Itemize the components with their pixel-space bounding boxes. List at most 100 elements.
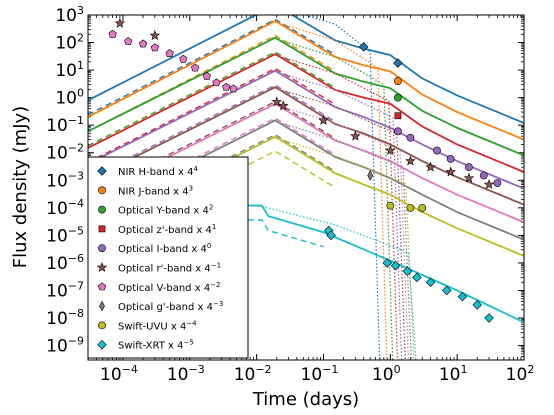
model-line-0 — [88, 15, 524, 124]
component-line-2 — [88, 51, 336, 147]
data-point — [472, 300, 483, 310]
data-point — [390, 260, 401, 271]
data-point — [358, 42, 369, 52]
y-tick-label: 10−5 — [46, 224, 84, 246]
dotted-component-6 — [272, 103, 410, 360]
y-tick-label: 102 — [55, 32, 84, 54]
data-point — [425, 277, 436, 287]
data-point — [202, 71, 211, 80]
dotted-component-1 — [272, 20, 388, 360]
legend: NIR H-band x 44 NIR J-band x 43 Optical Y-… — [87, 156, 249, 359]
legend-label: Optical g'-band x 4−3 — [118, 300, 223, 313]
dotted-component-2 — [272, 37, 394, 360]
dotted-component-9 — [258, 205, 417, 360]
legend-marker — [98, 186, 106, 195]
data-point — [406, 133, 415, 142]
data-point — [149, 29, 161, 40]
legend-marker — [98, 205, 106, 214]
data-point — [433, 146, 441, 155]
x-tick-label: 10−1 — [301, 363, 339, 385]
data-point — [446, 154, 455, 163]
legend-label: Optical I-band x 40 — [118, 242, 211, 255]
data-point — [318, 114, 329, 125]
data-point — [445, 166, 456, 177]
data-point — [442, 285, 452, 296]
data-point — [394, 93, 402, 102]
data-point — [271, 96, 283, 107]
legend-label: Swift-XRT x 4−5 — [118, 339, 194, 352]
data-point — [493, 179, 502, 187]
data-point — [457, 291, 468, 302]
data-points — [108, 17, 502, 323]
y-tick-label: 10−4 — [46, 197, 84, 219]
data-point — [425, 161, 436, 172]
model-line-8 — [88, 135, 524, 257]
y-tick-label: 10−8 — [46, 307, 84, 329]
legend-label: Optical r'-band x 4−1 — [118, 262, 221, 275]
data-point — [385, 145, 396, 156]
data-point — [394, 127, 402, 136]
component-line-4 — [88, 84, 336, 179]
legend-marker — [98, 244, 106, 253]
y-tick-label: 101 — [55, 59, 84, 81]
x-tick-label: 10−4 — [100, 363, 138, 385]
data-point — [418, 203, 427, 212]
data-point — [277, 100, 289, 111]
y-tick-label: 100 — [55, 87, 84, 109]
dotted-component-4 — [272, 70, 403, 360]
model-line-6 — [88, 102, 524, 224]
legend-marker — [96, 261, 108, 272]
legend-marker — [97, 166, 107, 176]
y-tick-label: 103 — [55, 4, 84, 26]
series-layer — [88, 15, 524, 360]
x-tick-label: 100 — [372, 363, 401, 385]
model-line-9 — [88, 202, 524, 324]
y-tick-label: 10−3 — [46, 169, 84, 191]
data-point — [382, 258, 393, 268]
data-point — [222, 82, 231, 91]
legend-marker — [98, 225, 106, 233]
dotted-component-5 — [272, 86, 406, 360]
x-tick-label: 102 — [506, 363, 535, 385]
data-point — [405, 155, 416, 166]
y-tick-label: 10−7 — [46, 279, 84, 301]
data-point — [124, 37, 133, 45]
data-point — [406, 203, 415, 212]
model-line-3 — [88, 53, 524, 173]
data-point — [138, 39, 148, 48]
model-line-1 — [88, 20, 524, 141]
legend-label: NIR H-band x 44 — [118, 165, 199, 178]
data-point — [367, 170, 374, 181]
data-point — [212, 78, 221, 87]
data-point — [484, 313, 494, 323]
component-line-9 — [88, 216, 324, 248]
data-point — [165, 49, 174, 58]
y-tick-label: 10−1 — [46, 114, 84, 136]
y-tick-label: 10−9 — [46, 335, 84, 357]
legend-label: Swift-UVU x 4−4 — [118, 319, 197, 332]
data-point — [412, 272, 422, 283]
dotted-component-3 — [272, 53, 399, 360]
data-point — [479, 171, 488, 180]
legend-label: Optical z'-band x 41 — [118, 223, 216, 236]
y-tick-label: 10−2 — [46, 142, 84, 164]
legend-marker — [98, 321, 106, 330]
legend-box — [87, 156, 249, 359]
dotted-component-0 — [302, 15, 381, 360]
y-axis-title: Flux density (mJy) — [10, 106, 31, 268]
model-line-2 — [88, 36, 524, 157]
data-point — [326, 230, 336, 241]
data-point — [190, 63, 200, 72]
component-line-0 — [88, 18, 336, 116]
legend-marker — [99, 300, 105, 312]
model-line-7 — [88, 119, 524, 241]
data-point — [150, 43, 159, 52]
x-tick-label: 101 — [439, 363, 468, 385]
data-point — [114, 17, 126, 28]
data-point — [394, 77, 402, 85]
data-point — [350, 130, 361, 141]
data-point — [394, 112, 402, 120]
x-tick-label: 10−2 — [234, 363, 272, 385]
legend-marker — [97, 339, 107, 350]
